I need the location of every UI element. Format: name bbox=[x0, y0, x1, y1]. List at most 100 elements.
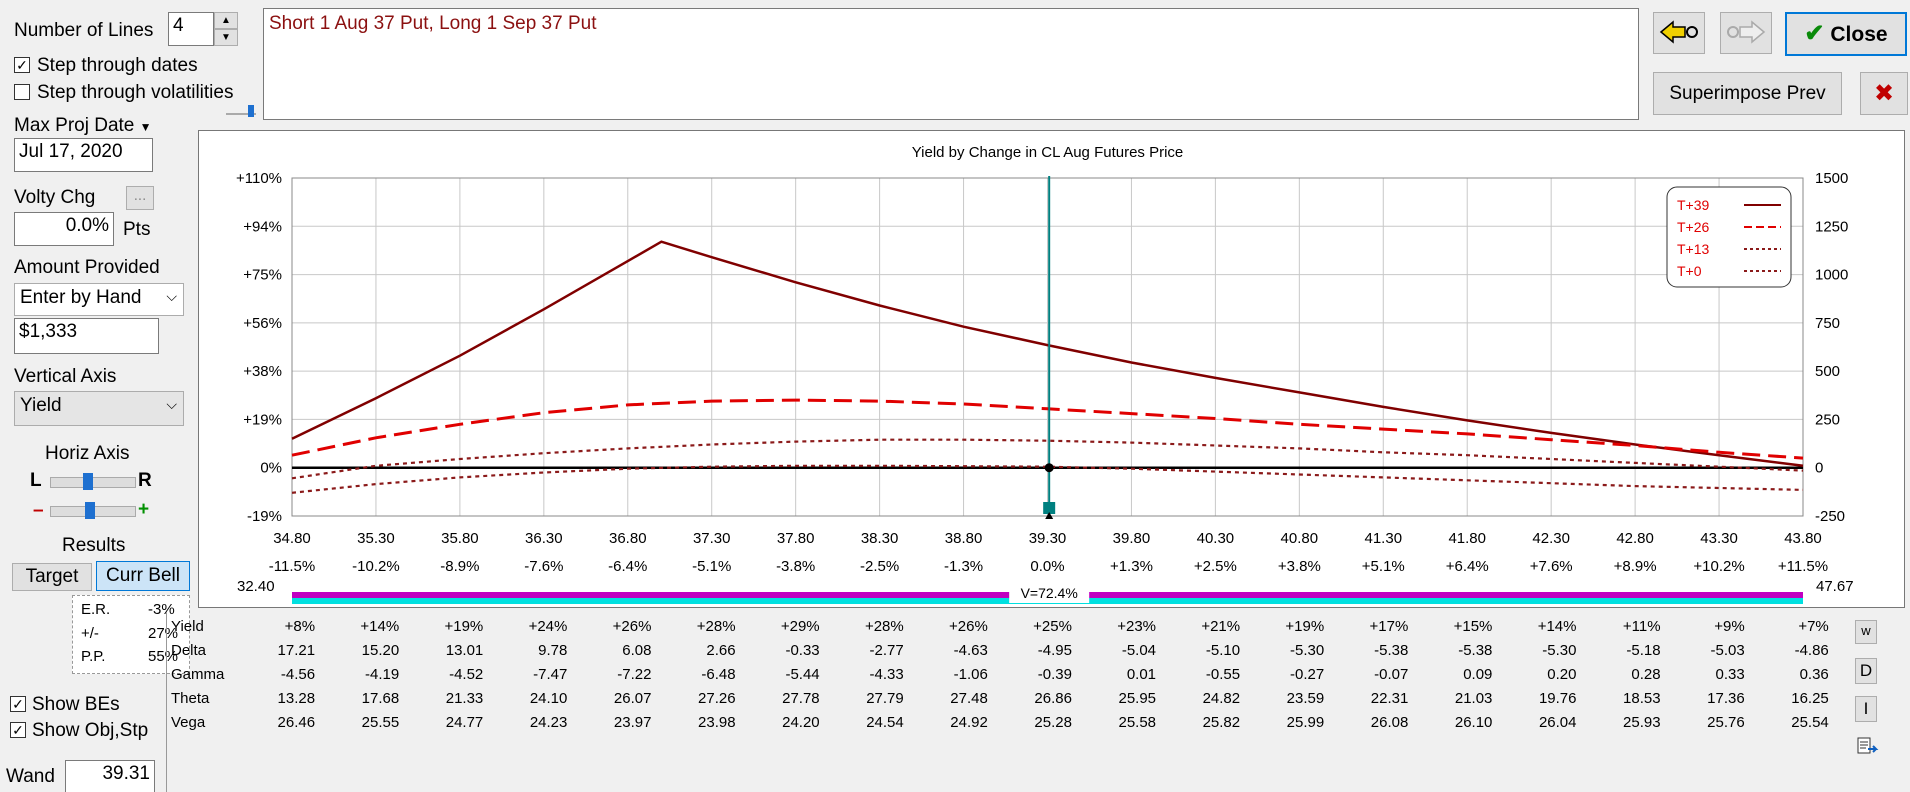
x-pct-tick-label: -11.5% bbox=[269, 558, 315, 575]
strategy-description[interactable]: Short 1 Aug 37 Put, Long 1 Sep 37 Put bbox=[263, 8, 1639, 120]
x-tick-label: 34.80 bbox=[273, 530, 311, 547]
x-tick-label: 37.80 bbox=[777, 530, 815, 547]
wand-input[interactable]: 39.31 bbox=[65, 760, 155, 792]
y-right-tick-label: 1500 bbox=[1815, 170, 1848, 187]
greeks-table: Yield +8% +14% +19% +24% +26% +28% +29% +28% +26%… bbox=[167, 614, 1829, 734]
back-button[interactable] bbox=[1653, 12, 1705, 54]
x-tick-label: 36.80 bbox=[609, 530, 647, 547]
table-row: Delta 17.21 15.20 13.01 9.78 6.08 2.66 -0.33 -2.… bbox=[167, 638, 1829, 662]
number-of-lines-input[interactable]: 4 bbox=[168, 12, 214, 46]
table-row-header: Theta bbox=[171, 689, 210, 707]
chevron-down-icon: ⌵ bbox=[166, 288, 177, 304]
legend-box bbox=[1666, 186, 1792, 288]
table-cell: 0.20 bbox=[1547, 665, 1577, 683]
amount-value: $1,333 bbox=[19, 321, 78, 342]
arrow-left-icon bbox=[1659, 20, 1698, 44]
table-cell: -4.86 bbox=[1794, 641, 1829, 659]
max-proj-date-input[interactable]: Jul 17, 2020 bbox=[14, 138, 153, 172]
show-obj-checkbox[interactable]: ✓ bbox=[10, 722, 26, 738]
volty-chg-unit: Pts bbox=[123, 219, 151, 240]
side-w-button[interactable]: w bbox=[1855, 620, 1877, 644]
table-cell: 18.53 bbox=[1623, 689, 1661, 707]
amount-provided-label: Amount Provided bbox=[14, 257, 160, 278]
table-cell: 0.33 bbox=[1715, 665, 1745, 683]
table-row: Vega 26.46 25.55 24.77 24.23 23.97 23.98 24.20 2… bbox=[167, 710, 1829, 734]
horiz-axis-slider[interactable] bbox=[50, 477, 136, 488]
mini-slider[interactable] bbox=[226, 113, 256, 115]
er-label: E.R. bbox=[81, 601, 111, 618]
spin-up-button[interactable]: ▲ bbox=[214, 12, 238, 29]
table-cell: 25.95 bbox=[1118, 689, 1157, 707]
wand-marker-icon bbox=[1045, 512, 1054, 519]
table-row-header: Delta bbox=[171, 641, 207, 659]
table-cell: 24.77 bbox=[445, 713, 484, 731]
table-cell: +14% bbox=[1537, 617, 1577, 635]
legend-label: T+39 bbox=[1677, 197, 1710, 213]
max-proj-date-label[interactable]: Max Proj Date ▼ bbox=[14, 115, 152, 137]
show-bes-checkbox[interactable]: ✓ bbox=[10, 696, 26, 712]
forward-button[interactable] bbox=[1720, 12, 1772, 54]
step-vol-checkbox[interactable] bbox=[14, 84, 30, 100]
number-of-lines-value: 4 bbox=[173, 15, 184, 36]
mini-slider-thumb[interactable] bbox=[248, 105, 254, 117]
step-dates-checkbox[interactable]: ✓ bbox=[14, 57, 30, 73]
vertical-axis-select[interactable]: Yield ⌵ bbox=[14, 391, 184, 426]
superimpose-prev-button[interactable]: Superimpose Prev bbox=[1653, 72, 1842, 115]
table-cell: +23% bbox=[1117, 617, 1157, 635]
y-left-tick-label: +56% bbox=[243, 315, 282, 332]
table-cell: +28% bbox=[864, 617, 904, 635]
side-d-button[interactable]: D bbox=[1855, 658, 1877, 684]
x-pct-tick-label: +7.6% bbox=[1530, 558, 1573, 575]
volty-chg-input[interactable]: 0.0% bbox=[14, 212, 114, 246]
tab-target[interactable]: Target bbox=[12, 563, 92, 591]
table-cell: 0.09 bbox=[1463, 665, 1493, 683]
arrow-right-icon bbox=[1727, 20, 1766, 44]
amount-provided-select[interactable]: Enter by Hand ⌵ bbox=[14, 283, 184, 316]
checkmark-icon: ✓ bbox=[12, 696, 24, 712]
zoom-slider-thumb[interactable] bbox=[85, 502, 95, 519]
table-cell: +26% bbox=[612, 617, 652, 635]
x-pct-tick-label: +10.2% bbox=[1693, 558, 1744, 575]
table-cell: 17.21 bbox=[277, 641, 316, 659]
side-i-button[interactable]: I bbox=[1855, 696, 1877, 722]
table-cell: -1.06 bbox=[953, 665, 988, 683]
zoom-plus-button[interactable]: + bbox=[138, 499, 150, 520]
table-row: Yield +8% +14% +19% +24% +26% +28% +29% +28% +26%… bbox=[167, 614, 1829, 638]
y-right-tick-label: 250 bbox=[1815, 411, 1840, 428]
clipboard-icon-button[interactable] bbox=[1855, 734, 1879, 758]
table-cell: 25.76 bbox=[1707, 713, 1745, 731]
zoom-minus-button[interactable]: – bbox=[33, 500, 44, 521]
table-cell: 25.82 bbox=[1202, 713, 1241, 731]
table-cell: 6.08 bbox=[622, 641, 652, 659]
horiz-axis-slider-thumb[interactable] bbox=[83, 473, 93, 490]
table-cell: +11% bbox=[1622, 617, 1661, 635]
table-cell: 13.28 bbox=[277, 689, 316, 707]
x-pct-tick-label: +11.5% bbox=[1778, 558, 1828, 575]
yield-chart[interactable]: Yield by Change in CL Aug Futures Price 3… bbox=[199, 131, 1904, 607]
x-pct-tick-label: 0.0% bbox=[1030, 558, 1064, 575]
table-row: Theta 13.28 17.68 21.33 24.10 26.07 27.26 27.78… bbox=[167, 686, 1829, 710]
spin-down-button[interactable]: ▼ bbox=[214, 29, 238, 46]
y-right-tick-label: 1250 bbox=[1815, 218, 1848, 235]
number-of-lines-label: Number of Lines bbox=[14, 20, 154, 41]
x-pct-tick-label: +3.8% bbox=[1278, 558, 1321, 575]
table-cell: -5.44 bbox=[785, 665, 820, 683]
x-pct-tick-label: +2.5% bbox=[1194, 558, 1237, 575]
x-tick-label: 37.30 bbox=[693, 530, 731, 547]
volty-chg-button[interactable]: ... bbox=[126, 186, 154, 210]
cancel-button[interactable]: ✖ bbox=[1860, 72, 1908, 115]
tab-curr-bell[interactable]: Curr Bell bbox=[96, 561, 190, 591]
x-tick-label: 35.80 bbox=[441, 530, 479, 547]
table-cell: 9.78 bbox=[538, 641, 568, 659]
table-cell: +19% bbox=[1285, 617, 1325, 635]
table-cell: -0.07 bbox=[1374, 665, 1409, 683]
table-cell: -4.33 bbox=[869, 665, 904, 683]
x-pct-tick-label: +6.4% bbox=[1446, 558, 1489, 575]
x-tick-label: 39.80 bbox=[1113, 530, 1151, 547]
table-cell: +21% bbox=[1201, 617, 1241, 635]
table-cell: 23.97 bbox=[613, 713, 652, 731]
amount-input[interactable]: $1,333 bbox=[14, 318, 159, 354]
x-tick-label: 42.30 bbox=[1532, 530, 1570, 547]
close-button[interactable]: ✔ Close bbox=[1785, 12, 1907, 56]
table-cell: +29% bbox=[780, 617, 820, 635]
